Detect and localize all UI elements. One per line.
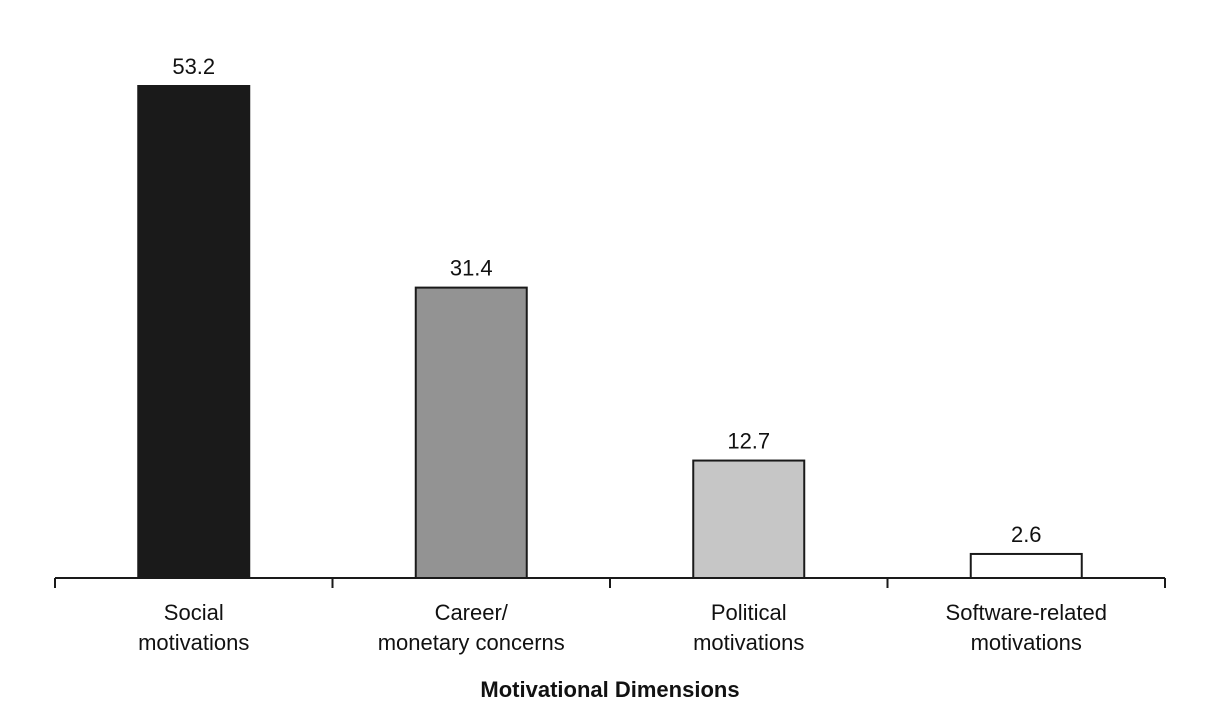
category-label: Software-related motivations: [946, 600, 1107, 655]
bar: [969, 552, 1083, 580]
bar-value-label: 2.6: [1011, 522, 1042, 547]
x-axis: [54, 577, 1166, 588]
bars-layer: [137, 85, 1083, 580]
bar: [414, 286, 528, 579]
category-label: Career/monetary concerns: [378, 600, 565, 655]
value-labels-layer: 53.2 31.4 12.7 2.6: [172, 54, 1041, 547]
bar-value-label: 31.4: [450, 256, 493, 281]
category-label: Social motivations: [138, 600, 249, 655]
bar: [692, 459, 806, 579]
category-label: Political motivations: [693, 600, 804, 655]
category-labels-layer: Social motivations Career/monetary concern…: [138, 600, 1107, 655]
bar: [137, 85, 251, 579]
x-axis-title: Motivational Dimensions: [480, 677, 739, 702]
bar-value-label: 53.2: [172, 54, 215, 79]
bar-value-label: 12.7: [727, 429, 770, 454]
